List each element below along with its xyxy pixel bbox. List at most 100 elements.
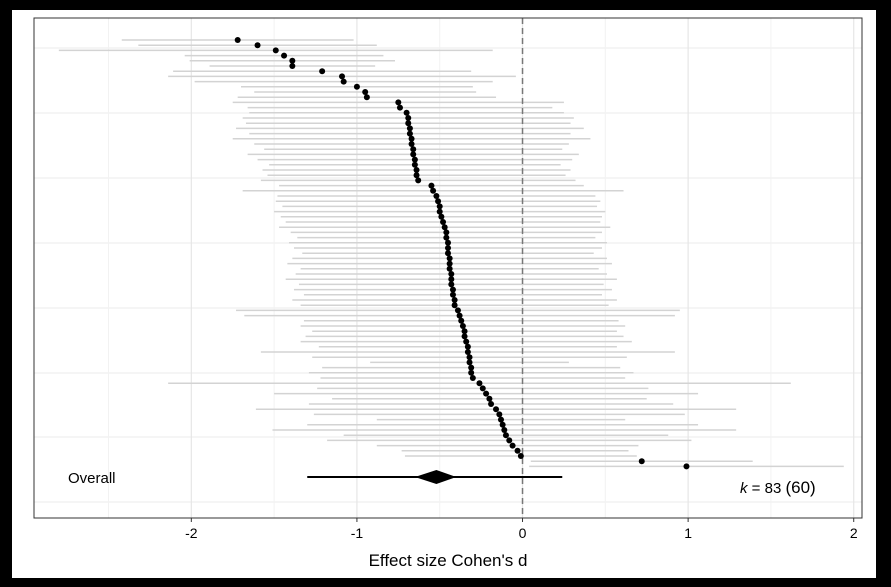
k-text: = 83 bbox=[752, 480, 782, 497]
effect-point bbox=[514, 447, 521, 454]
effect-point bbox=[281, 52, 288, 59]
effect-point bbox=[493, 406, 500, 413]
effect-point bbox=[446, 260, 453, 267]
annotation: k = 83 (60) bbox=[740, 478, 816, 497]
row-grid bbox=[34, 47, 862, 503]
effect-point bbox=[413, 172, 420, 179]
effect-point bbox=[502, 432, 509, 439]
effect-point bbox=[406, 125, 413, 132]
effect-point bbox=[506, 437, 513, 444]
effect-point bbox=[496, 411, 503, 418]
effect-point bbox=[254, 42, 261, 49]
x-tick-label: 0 bbox=[519, 525, 527, 541]
effect-point bbox=[509, 442, 516, 449]
effect-point bbox=[458, 317, 465, 324]
effect-point bbox=[454, 307, 461, 314]
effect-point bbox=[272, 47, 279, 54]
effect-point bbox=[395, 99, 402, 106]
effect-point bbox=[415, 177, 422, 184]
effect-point bbox=[445, 250, 451, 257]
x-axis-title: Effect size Cohen's d bbox=[369, 551, 528, 570]
effect-point bbox=[468, 369, 475, 376]
k-symbol: k bbox=[740, 480, 749, 497]
effect-point bbox=[289, 57, 296, 64]
overall-diamond bbox=[414, 470, 457, 484]
effect-point bbox=[438, 213, 445, 220]
effect-point bbox=[501, 427, 508, 433]
effect-point bbox=[408, 141, 415, 147]
effect-point bbox=[413, 167, 420, 173]
effect-point bbox=[430, 187, 437, 194]
effect-point bbox=[464, 343, 471, 350]
x-tick-label: 2 bbox=[850, 525, 858, 541]
effect-point bbox=[410, 146, 417, 153]
effect-point bbox=[499, 421, 506, 428]
effect-point bbox=[448, 276, 455, 283]
effect-point bbox=[517, 453, 524, 459]
effect-point bbox=[441, 224, 448, 231]
x-tick-label: 1 bbox=[684, 525, 692, 541]
effect-point bbox=[451, 302, 458, 309]
effect-point bbox=[319, 68, 326, 75]
effect-point bbox=[486, 395, 493, 402]
effect-point bbox=[436, 203, 443, 210]
effect-point bbox=[461, 328, 468, 335]
effect-point bbox=[234, 37, 241, 43]
effect-point bbox=[410, 151, 417, 158]
effect-point bbox=[405, 115, 412, 121]
effect-point bbox=[446, 265, 453, 272]
effect-point bbox=[428, 182, 435, 189]
effect-point bbox=[456, 312, 463, 319]
effect-point bbox=[411, 161, 418, 168]
effect-point bbox=[448, 271, 455, 277]
effect-point bbox=[449, 291, 456, 298]
effect-point bbox=[443, 234, 450, 241]
panel-border bbox=[33, 17, 863, 519]
effect-point bbox=[468, 364, 475, 371]
effect-point bbox=[461, 333, 468, 340]
effect-point bbox=[443, 229, 450, 236]
effect-point bbox=[403, 109, 410, 116]
effect-point bbox=[339, 73, 346, 80]
effect-point bbox=[476, 380, 483, 387]
effect-point bbox=[497, 416, 504, 423]
effect-point bbox=[449, 286, 456, 293]
effect-point bbox=[451, 297, 458, 303]
overall-label: Overall bbox=[68, 470, 116, 487]
plot-layer bbox=[58, 18, 855, 518]
x-tick-label: -2 bbox=[185, 525, 198, 541]
effect-point bbox=[479, 385, 486, 392]
effect-point bbox=[466, 354, 473, 361]
effect-point bbox=[488, 401, 495, 407]
effect-point bbox=[638, 458, 645, 465]
effect-point bbox=[445, 239, 451, 246]
effect-point bbox=[411, 156, 418, 163]
effect-point bbox=[469, 375, 476, 381]
effect-point bbox=[396, 104, 403, 111]
effect-point bbox=[363, 94, 370, 101]
effect-point bbox=[405, 120, 412, 127]
effect-point bbox=[340, 78, 347, 85]
effect-point bbox=[436, 208, 443, 215]
effect-point bbox=[683, 463, 690, 470]
effect-point bbox=[466, 359, 473, 366]
effect-point bbox=[446, 255, 453, 262]
effect-point bbox=[463, 338, 470, 345]
effect-point bbox=[408, 135, 415, 142]
x-tick-label: -1 bbox=[351, 525, 364, 541]
effect-point bbox=[440, 219, 447, 225]
effect-point bbox=[448, 281, 455, 288]
effect-point bbox=[459, 323, 466, 329]
effect-point bbox=[445, 245, 451, 251]
effect-point bbox=[433, 193, 440, 199]
effect-point bbox=[406, 130, 413, 137]
effect-point bbox=[353, 83, 360, 90]
effect-point bbox=[464, 349, 471, 355]
effect-point bbox=[289, 63, 296, 69]
clusters: (60) bbox=[785, 478, 815, 497]
effect-point bbox=[435, 198, 442, 205]
effect-point bbox=[483, 390, 490, 397]
effect-point bbox=[362, 89, 369, 95]
